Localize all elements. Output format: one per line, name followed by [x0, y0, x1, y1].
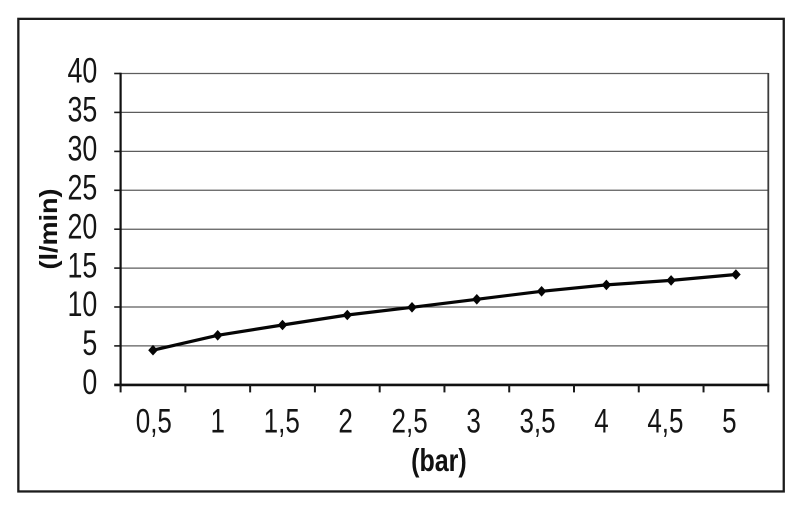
svg-text:10: 10: [67, 285, 97, 324]
svg-text:3,5: 3,5: [519, 402, 555, 440]
svg-text:4,5: 4,5: [647, 402, 683, 440]
svg-text:(l/min): (l/min): [34, 189, 63, 270]
svg-text:40: 40: [67, 51, 97, 90]
svg-text:35: 35: [67, 90, 97, 129]
svg-text:2: 2: [338, 402, 352, 440]
svg-text:15: 15: [67, 246, 97, 285]
svg-text:3: 3: [466, 402, 480, 440]
svg-text:2,5: 2,5: [392, 402, 428, 440]
svg-text:5: 5: [82, 324, 97, 363]
svg-text:20: 20: [67, 207, 97, 246]
svg-text:1: 1: [211, 402, 225, 440]
svg-text:25: 25: [67, 168, 97, 207]
svg-text:30: 30: [67, 129, 97, 168]
svg-text:5: 5: [722, 402, 736, 440]
svg-text:0: 0: [82, 363, 97, 402]
svg-text:(bar): (bar): [411, 442, 467, 477]
svg-text:1,5: 1,5: [264, 402, 300, 440]
svg-text:4: 4: [594, 402, 608, 440]
svg-text:0,5: 0,5: [136, 402, 172, 440]
